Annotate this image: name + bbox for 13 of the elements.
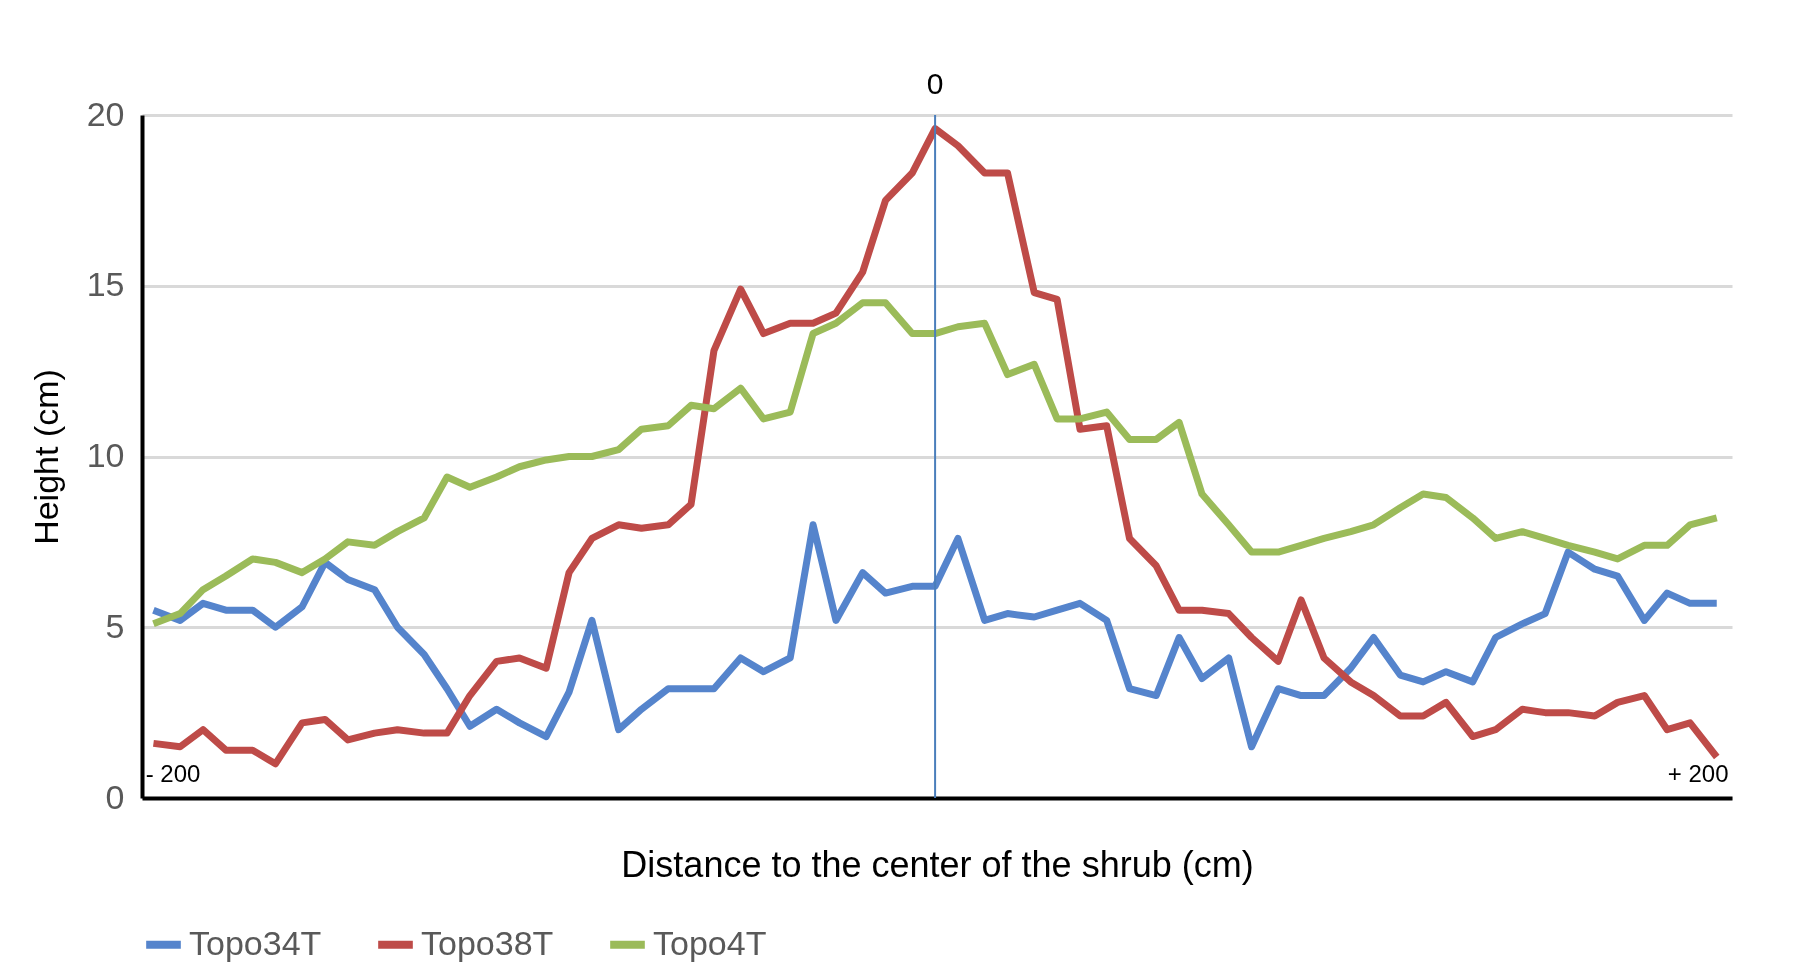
ref-line-label: 0 [926, 67, 944, 100]
y-tick-label: 10 [86, 436, 125, 474]
legend-label: Topo4T [653, 923, 767, 962]
legend-label: Topo38T [421, 923, 554, 962]
x-axis-title: Distance to the center of the shrub (cm) [621, 843, 1254, 885]
x-tick-label: + 200 [1667, 759, 1729, 787]
y-axis-title: Height (cm) [26, 369, 65, 545]
y-tick-label: 15 [86, 265, 125, 304]
y-tick-label: 0 [105, 777, 125, 816]
y-tick-label: 5 [105, 606, 125, 645]
legend-label: Topo34T [189, 923, 322, 962]
x-tick-label: - 200 [145, 759, 201, 787]
y-tick-label: 20 [86, 94, 125, 133]
